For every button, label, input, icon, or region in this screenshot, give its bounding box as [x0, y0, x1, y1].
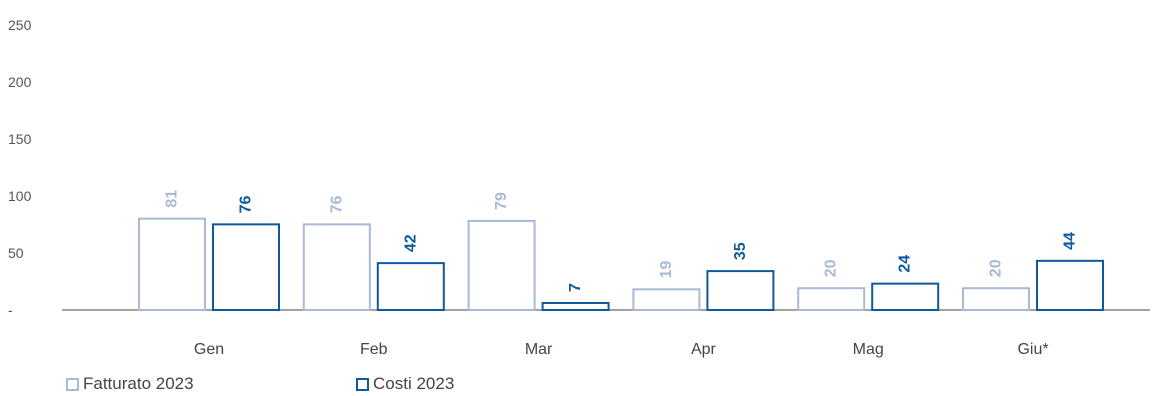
legend-swatch-fatturato — [66, 377, 79, 391]
data-label-costi: 35 — [732, 242, 749, 260]
x-axis: Gen Feb Mar Apr Mag Giu* — [194, 341, 1049, 358]
bar-fatturato — [632, 288, 701, 311]
bar-fatturato — [302, 223, 371, 311]
data-label-fatturato: 20 — [823, 259, 840, 277]
y-tick-label: 150 — [8, 131, 32, 147]
x-tick-label: Mar — [525, 341, 553, 358]
data-label-costi: 24 — [897, 255, 914, 273]
legend-swatch-costi — [356, 377, 369, 391]
data-label-fatturato: 76 — [328, 195, 345, 213]
x-tick-label: Apr — [691, 341, 717, 358]
y-tick-label: 50 — [8, 245, 24, 261]
x-tick-label: Gen — [194, 341, 224, 358]
data-label-fatturato: 20 — [988, 259, 1005, 277]
x-tick-label: Feb — [360, 341, 388, 358]
x-tick-label: Giu* — [1017, 341, 1048, 358]
data-label-costi: 7 — [567, 283, 584, 292]
legend-item-costi: Costi 2023 — [356, 374, 454, 394]
bars — [138, 217, 1104, 312]
bar-costi — [541, 302, 610, 311]
y-tick-label: 200 — [8, 74, 32, 90]
bar-costi — [212, 223, 280, 311]
data-label-costi: 42 — [402, 234, 419, 252]
legend-label-costi: Costi 2023 — [373, 374, 455, 393]
legend-item-fatturato: Fatturato 2023 — [66, 374, 194, 394]
data-label-fatturato: 81 — [164, 190, 181, 208]
bar-fatturato — [467, 219, 536, 311]
y-axis: - 50 100 150 200 250 — [8, 17, 32, 318]
bar-costi — [706, 270, 775, 312]
y-tick-label: 250 — [8, 17, 32, 33]
data-label-costi: 44 — [1062, 232, 1079, 250]
y-tick-label: 100 — [8, 188, 32, 204]
bar-costi — [376, 262, 445, 311]
bar-fatturato — [797, 287, 866, 312]
bar-fatturato — [962, 287, 1030, 312]
bar-fatturato — [138, 217, 206, 311]
y-tick-label: - — [8, 302, 13, 318]
data-labels: 81 76 76 42 79 7 19 35 20 24 20 44 — [164, 190, 1079, 292]
legend-label-fatturato: Fatturato 2023 — [83, 374, 194, 393]
x-tick-label: Mag — [853, 341, 884, 358]
bar-costi — [871, 282, 940, 312]
data-label-fatturato: 19 — [658, 260, 675, 278]
data-label-costi: 76 — [238, 195, 255, 213]
data-label-fatturato: 79 — [493, 192, 510, 210]
bar-costi — [1036, 259, 1104, 311]
